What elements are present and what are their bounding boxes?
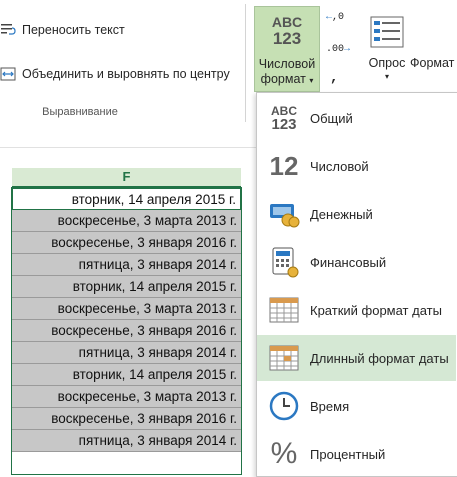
accounting-format-icon xyxy=(267,245,301,279)
merge-center-label: Объединить и выровнять по центру xyxy=(22,67,230,81)
icon-text: ABC xyxy=(271,104,297,118)
survey-icon xyxy=(370,16,404,48)
survey-label: Опрос xyxy=(368,56,406,70)
merge-center-button[interactable]: Объединить и выровнять по центру xyxy=(0,66,230,82)
menu-item-label: Процентный xyxy=(310,446,386,462)
menu-item[interactable]: % Процентный xyxy=(257,431,456,477)
menu-item-label: Длинный формат даты xyxy=(310,350,449,366)
menu-item[interactable]: Денежный xyxy=(257,191,456,237)
menu-item-label: Общий xyxy=(310,110,353,126)
wrap-text-button[interactable]: Переносить текст xyxy=(0,22,125,38)
menu-item-label: Время xyxy=(310,398,350,414)
wrap-text-icon xyxy=(0,22,16,38)
chevron-down-icon: ▾ xyxy=(309,76,314,85)
number-format-label2: формат xyxy=(260,72,306,86)
ribbon: Переносить текст Объединить и выровнять … xyxy=(0,0,457,129)
cell-range: вторник, 14 апреля 2015 г. воскресенье, 3… xyxy=(12,188,241,452)
number-format-icon-text1: ABC xyxy=(271,14,303,30)
table-cell[interactable]: вторник, 14 апреля 2015 г. xyxy=(12,188,241,210)
short-date-icon xyxy=(267,293,301,327)
alignment-group-label: Выравнивание xyxy=(42,106,118,118)
table-cell[interactable]: воскресенье, 3 марта 2013 г. xyxy=(12,386,241,408)
number-format-button[interactable]: ABC 123 Числовой формат ▾ xyxy=(254,6,320,92)
table-cell[interactable]: воскресенье, 3 марта 2013 г. xyxy=(12,210,241,232)
table-cell[interactable]: пятница, 3 января 2014 г. xyxy=(12,430,241,452)
menu-item[interactable]: Финансовый xyxy=(257,239,456,285)
time-icon xyxy=(267,389,301,423)
icon-text: 12 xyxy=(269,150,299,181)
increase-decimal-label: ,0 xyxy=(332,12,345,23)
table-cell[interactable]: пятница, 3 января 2014 г. xyxy=(12,254,241,276)
menu-item[interactable]: Краткий формат даты xyxy=(257,287,456,333)
chevron-down-icon: ▾ xyxy=(384,72,389,81)
decrease-decimal-button[interactable]: .00→ xyxy=(326,44,350,55)
icon-text: % xyxy=(270,437,298,470)
menu-item[interactable]: 12 Числовой xyxy=(257,143,456,189)
comma-style-button[interactable]: , xyxy=(330,70,339,86)
long-date-icon xyxy=(267,341,301,375)
menu-item-label: Финансовый xyxy=(310,254,387,270)
menu-item[interactable]: Длинный формат даты xyxy=(257,335,456,381)
number-format-label1: Числовой xyxy=(258,57,316,71)
currency-format-icon xyxy=(267,197,301,231)
general-format-icon: ABC 123 xyxy=(267,101,301,135)
menu-item[interactable]: ABC 123 Общий xyxy=(257,95,456,141)
decrease-decimal-icon: → xyxy=(344,44,351,55)
number-format-menu: ABC 123 Общий 12 Числовой Денежный Финансовый К… xyxy=(256,92,457,477)
grid-line xyxy=(0,147,457,148)
icon-text: 123 xyxy=(271,116,297,133)
merge-center-icon xyxy=(0,66,16,82)
menu-item-label: Денежный xyxy=(310,206,373,222)
column-header-f[interactable]: F xyxy=(12,168,241,188)
increase-decimal-button[interactable]: ←,0 xyxy=(326,12,344,23)
wrap-text-label: Переносить текст xyxy=(22,23,125,37)
format-button[interactable]: Формат xyxy=(410,56,455,70)
increase-decimal-icon: ← xyxy=(326,12,333,23)
number-format-icon: 12 xyxy=(267,149,301,183)
number-format-icon-text2: 123 xyxy=(272,29,302,48)
percent-icon: % xyxy=(267,437,301,471)
table-cell[interactable]: воскресенье, 3 января 2016 г. xyxy=(12,320,241,342)
table-cell[interactable]: вторник, 14 апреля 2015 г. xyxy=(12,276,241,298)
ribbon-separator xyxy=(245,4,246,122)
table-cell[interactable]: вторник, 14 апреля 2015 г. xyxy=(12,364,241,386)
decrease-decimal-label: .00 xyxy=(326,44,345,55)
menu-item-label: Числовой xyxy=(310,158,369,174)
table-cell[interactable]: воскресенье, 3 марта 2013 г. xyxy=(12,298,241,320)
number-format-icon: ABC 123 xyxy=(267,15,307,55)
table-cell[interactable]: воскресенье, 3 января 2016 г. xyxy=(12,232,241,254)
menu-item[interactable]: Время xyxy=(257,383,456,429)
survey-button[interactable]: Опрос ▾ xyxy=(364,12,410,92)
table-cell[interactable]: пятница, 3 января 2014 г. xyxy=(12,342,241,364)
table-cell[interactable]: воскресенье, 3 января 2016 г. xyxy=(12,408,241,430)
menu-item-label: Краткий формат даты xyxy=(310,302,442,318)
